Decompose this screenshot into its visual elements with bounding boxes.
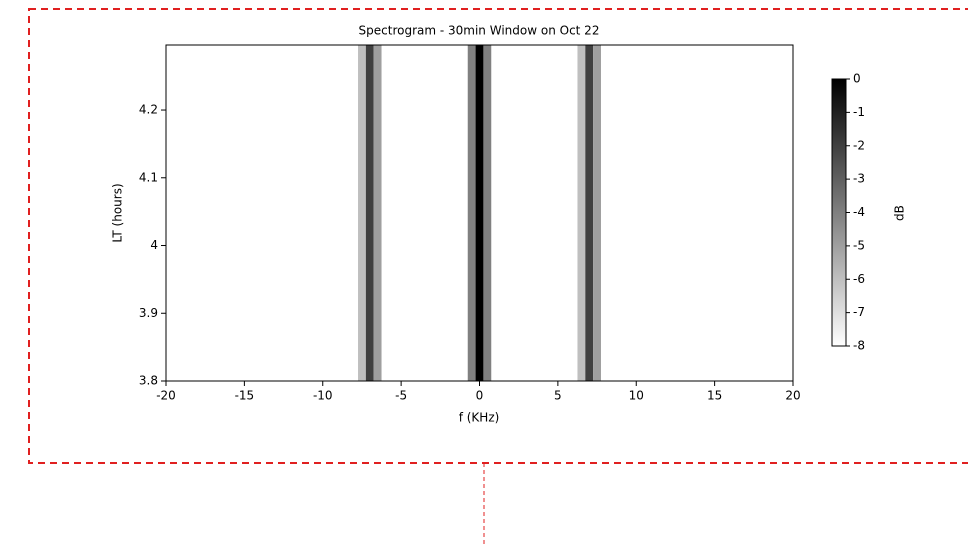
y-tick-label: 3.9 — [139, 306, 158, 320]
x-tick-label: 10 — [629, 389, 644, 403]
y-tick-label: 4.1 — [139, 170, 158, 184]
x-axis-label: f (KHz) — [459, 411, 500, 425]
y-tick-label: 4.2 — [139, 103, 158, 117]
spectrum-bin — [365, 45, 374, 381]
selection-box — [28, 8, 968, 464]
x-tick-label: 15 — [707, 389, 722, 403]
spectrum-bin — [593, 45, 601, 381]
x-tick-label: 20 — [785, 389, 800, 403]
x-tick-label: -20 — [156, 389, 176, 403]
spectrum-bin — [577, 45, 586, 381]
spectrum-bin — [467, 45, 476, 381]
colorbar — [831, 78, 847, 347]
colorbar-tick-label: 0 — [853, 72, 861, 86]
colorbar-tick-label: -1 — [853, 105, 865, 119]
spectrum-bin — [358, 45, 366, 381]
y-tick-label: 3.8 — [139, 374, 158, 388]
colorbar-tick-label: -2 — [853, 138, 865, 152]
spectrum-bin — [475, 45, 484, 381]
y-axis-label: LT (hours) — [111, 183, 125, 242]
colorbar-tick-label: -7 — [853, 305, 865, 319]
x-tick-label: -15 — [235, 389, 255, 403]
x-tick-label: 5 — [554, 389, 562, 403]
x-tick-label: -10 — [313, 389, 333, 403]
chart-title: Spectrogram - 30min Window on Oct 22 — [359, 24, 600, 38]
spectrum-bin — [585, 45, 594, 381]
spectrum-bin — [373, 45, 382, 381]
colorbar-label: dB — [893, 205, 907, 221]
colorbar-tick-label: -6 — [853, 272, 865, 286]
x-tick-label: -5 — [395, 389, 407, 403]
spectrum-bin — [483, 45, 492, 381]
y-tick-label: 4 — [150, 238, 158, 252]
colorbar-tick-label: -5 — [853, 238, 865, 252]
colorbar-tick-label: -8 — [853, 339, 865, 353]
x-tick-label: 0 — [476, 389, 484, 403]
colorbar-tick-label: -3 — [853, 172, 865, 186]
colorbar-tick-label: -4 — [853, 205, 865, 219]
